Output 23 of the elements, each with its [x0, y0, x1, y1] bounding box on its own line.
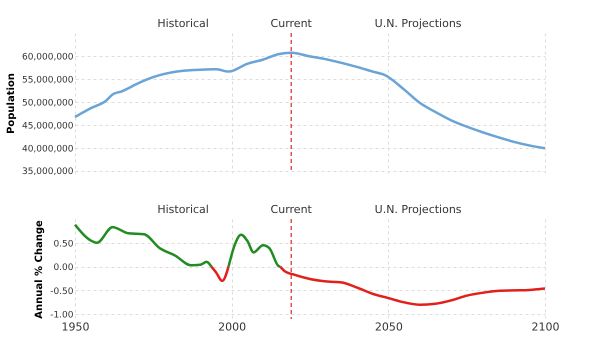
ref-line-label: Current: [270, 17, 313, 30]
ref-line-label: Current: [270, 203, 313, 216]
y-tick-label: -1.00: [50, 310, 74, 321]
text: Historical: [157, 17, 209, 30]
y-axis-title: Annual % Change: [34, 220, 46, 319]
y-tick-label: -0.50: [50, 286, 74, 297]
y-tick-label: 40,000,000: [22, 144, 74, 154]
x-tick-label: 2050: [374, 320, 403, 334]
text: U.N. Projections: [374, 203, 462, 216]
x-tick-label: 1950: [62, 320, 90, 334]
y-tick-label: 50,000,000: [22, 98, 74, 108]
y-tick-label: 45,000,000: [22, 121, 74, 132]
text: Historical: [157, 203, 209, 216]
y-tick-label: 35,000,000: [22, 167, 74, 178]
x-tick-label: 2100: [532, 320, 560, 334]
y-axis-title: Population: [6, 73, 17, 134]
y-tick-label: 55,000,000: [22, 75, 74, 86]
x-tick-label: 2000: [218, 320, 246, 334]
y-tick-label: 0.50: [53, 239, 74, 250]
text: U.N. Projections: [374, 17, 462, 30]
y-tick-label: 60,000,000: [22, 52, 74, 62]
y-tick-label: 0.00: [53, 263, 74, 274]
line-series: [74, 51, 546, 150]
